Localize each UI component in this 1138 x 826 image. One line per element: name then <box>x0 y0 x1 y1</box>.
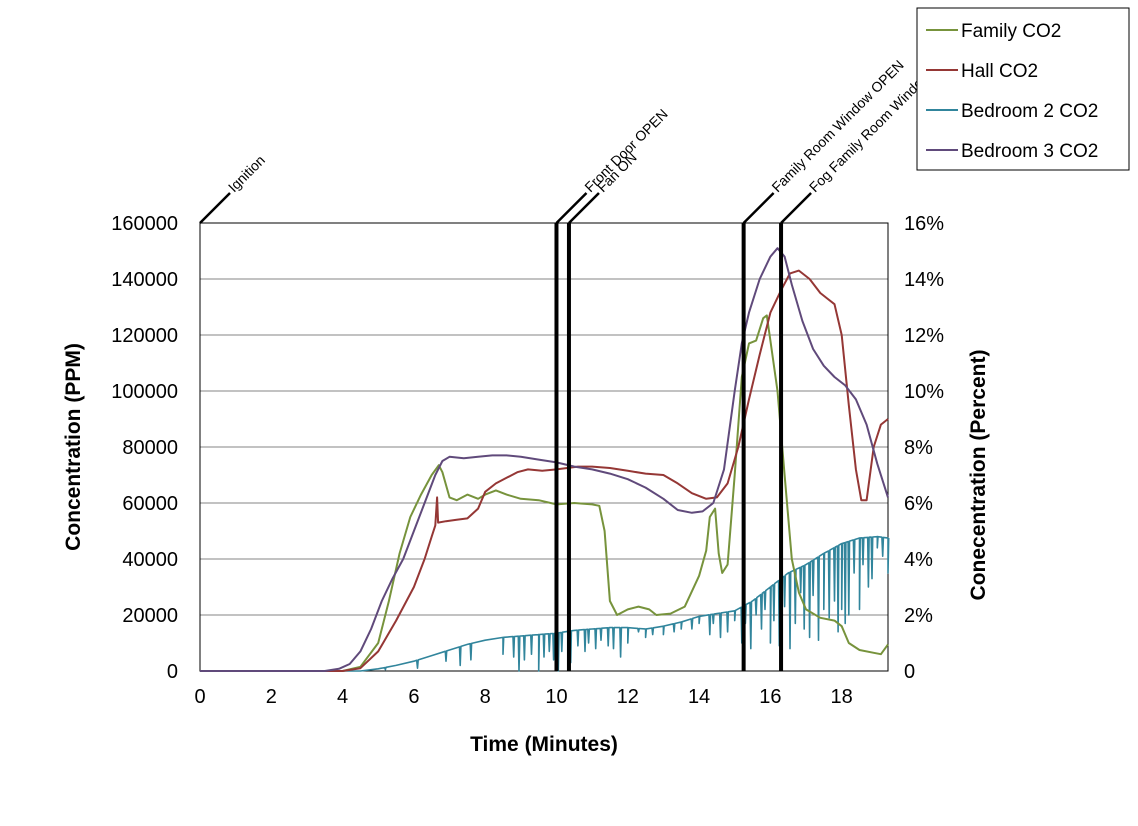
x-tick-label: 16 <box>759 686 781 708</box>
y-tick-label: 40000 <box>122 549 178 571</box>
y2-tick-label: 14% <box>904 269 944 291</box>
x-tick-label: 18 <box>831 686 853 708</box>
y-tick-label: 0 <box>167 661 178 683</box>
gridlines <box>200 222 888 616</box>
y-tick-label: 20000 <box>122 605 178 627</box>
event-leader <box>199 192 231 224</box>
x-axis-title: Time (Minutes) <box>470 733 618 756</box>
y-tick-label: 100000 <box>111 381 178 403</box>
event-leader <box>555 192 588 224</box>
series-lines <box>200 247 890 672</box>
plot-area-frame <box>199 222 889 672</box>
y2-tick-label: 2% <box>904 605 933 627</box>
event-leader <box>742 192 775 224</box>
series-line-hall-co2 <box>200 269 889 672</box>
y2-tick-label: 0 <box>904 661 915 683</box>
y2-tick-label: 4% <box>904 549 933 571</box>
legend: Family CO2 Hall CO2 Bedroom 2 CO2 Bedroom 3… <box>916 7 1130 171</box>
y2-tick-label: 12% <box>904 325 944 347</box>
y-tick-label: 140000 <box>111 269 178 291</box>
x-tick-label: 10 <box>545 686 567 708</box>
x-tick-label: 12 <box>617 686 639 708</box>
x-tick-label: 6 <box>408 686 419 708</box>
x-tick-label: 0 <box>194 686 205 708</box>
y-tick-label: 60000 <box>122 493 178 515</box>
y-tick-label: 120000 <box>111 325 178 347</box>
y-axis-title: Concentration (PPM) <box>62 343 85 551</box>
x-axis-ticks: 0 2 4 6 8 10 12 14 16 18 <box>194 686 852 708</box>
x-tick-label: 8 <box>480 686 491 708</box>
event-leader <box>568 192 600 224</box>
legend-label: Bedroom 3 CO2 <box>961 141 1098 162</box>
y2-axis-title: Conecentration (Percent) <box>967 350 990 601</box>
x-tick-label: 4 <box>337 686 348 708</box>
legend-label: Bedroom 2 CO2 <box>961 101 1098 122</box>
x-tick-label: 14 <box>688 686 710 708</box>
series-line-bedroom-2-co2 <box>200 535 890 672</box>
y-tick-label: 160000 <box>111 213 178 235</box>
y2-axis-ticks: 0 2% 4% 6% 8% 10% 12% 14% 16% <box>904 213 944 683</box>
legend-label: Hall CO2 <box>961 61 1038 82</box>
series-line-bedroom-3-co2 <box>200 247 889 672</box>
y-tick-label: 80000 <box>122 437 178 459</box>
y-axis-ticks: 0 20000 40000 60000 80000 100000 120000 140000 1… <box>111 213 178 683</box>
series-line-family-co2 <box>200 314 889 672</box>
y2-tick-label: 8% <box>904 437 933 459</box>
x-tick-label: 2 <box>266 686 277 708</box>
legend-label: Family CO2 <box>961 21 1061 42</box>
legend-box <box>916 7 1130 171</box>
event-label: Ignition <box>225 152 268 195</box>
y2-tick-label: 16% <box>904 213 944 235</box>
y2-tick-label: 6% <box>904 493 933 515</box>
event-leader <box>780 192 812 224</box>
y2-tick-label: 10% <box>904 381 944 403</box>
